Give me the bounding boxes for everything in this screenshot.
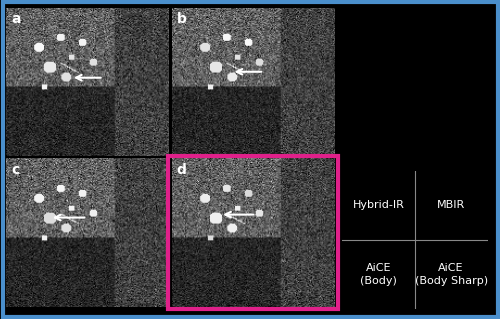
Text: c: c [11,163,19,177]
Text: a: a [11,12,20,26]
Text: Hybrid-IR: Hybrid-IR [352,200,405,210]
Text: AiCE
(Body): AiCE (Body) [360,263,397,286]
Text: d: d [176,163,186,177]
Text: AiCE
(Body Sharp): AiCE (Body Sharp) [414,263,488,286]
Text: MBIR: MBIR [437,200,465,210]
Text: b: b [176,12,186,26]
